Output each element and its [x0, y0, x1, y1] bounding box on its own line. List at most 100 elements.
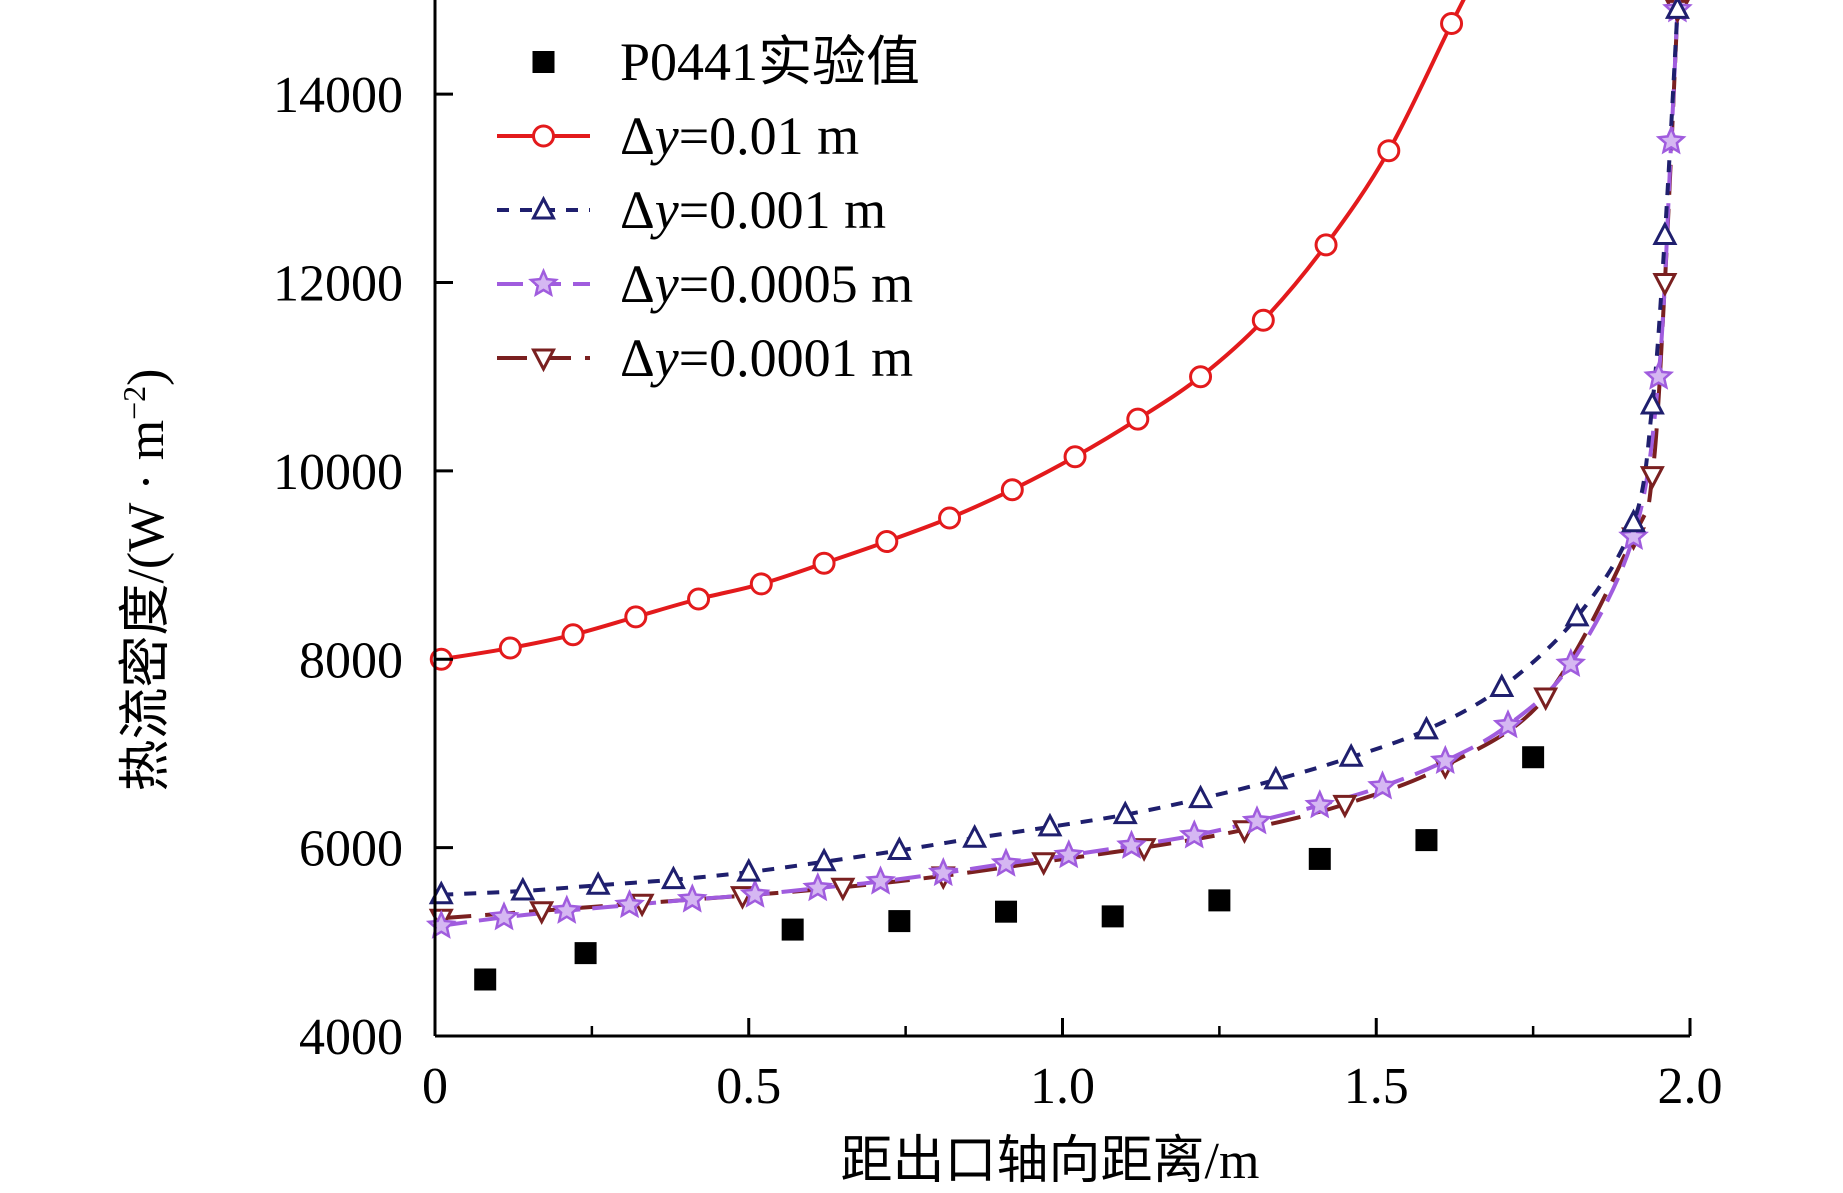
- series-3-point: [1332, 794, 1358, 819]
- series-0-point: [498, 636, 522, 660]
- series-1-point: [1664, 0, 1690, 19]
- x-tick-label: 2.0: [1658, 1058, 1723, 1115]
- y-axis-title-text: 热流密度/(W · m: [118, 420, 175, 792]
- series-3-point: [1533, 687, 1559, 712]
- series-0-point: [875, 530, 899, 554]
- series-0-point: [687, 587, 711, 611]
- series-1-point: [585, 871, 611, 895]
- series-2-point: [1241, 805, 1273, 835]
- x-tick-label: 1.5: [1344, 1058, 1409, 1115]
- legend-marker-3: [531, 348, 556, 373]
- series-2-point: [1429, 744, 1461, 775]
- series-1-point: [1263, 765, 1289, 790]
- experiment-point: [1522, 746, 1545, 769]
- series-2-point: [802, 871, 834, 902]
- series-3-point: [529, 901, 555, 925]
- experiment-point: [1208, 889, 1231, 912]
- series-2-point: [1655, 125, 1687, 155]
- series-2-point: [739, 878, 771, 908]
- legend-label-1: Δy=0.001 m: [620, 180, 886, 240]
- series-2-point: [1492, 709, 1524, 739]
- experiment-point: [1101, 905, 1124, 928]
- axis-ticks: 0 0.5 1.0 1.5 2.0 4000 6000 8000 10000 12000 14000: [273, 67, 1723, 1115]
- series-2-point: [676, 883, 708, 913]
- series-1-point: [1652, 221, 1678, 245]
- y-tick-label: 6000: [299, 821, 403, 878]
- series-1-point: [1112, 800, 1138, 825]
- series-2-point: [990, 847, 1022, 877]
- series-2-point: [488, 901, 520, 931]
- legend-label-2: Δy=0.0005 m: [620, 254, 913, 314]
- series-0-point: [1440, 12, 1464, 36]
- series-1-point: [886, 836, 912, 860]
- series-0-point: [1377, 139, 1401, 163]
- series-3-point: [1652, 273, 1678, 297]
- series-0-point: [1000, 478, 1024, 502]
- experiment-point: [995, 900, 1018, 923]
- series-3-point: [1639, 466, 1665, 490]
- series-line-1: [441, 9, 1680, 897]
- experiment-point: [781, 918, 804, 941]
- series-1-point: [1037, 812, 1063, 837]
- series-1-point: [1564, 602, 1590, 627]
- series-1-point: [811, 847, 837, 872]
- series-0-point: [749, 572, 773, 596]
- series-2-point: [614, 888, 645, 919]
- series-0-point: [1314, 233, 1338, 257]
- experiment-point: [1308, 847, 1331, 870]
- series-line-2: [441, 9, 1680, 928]
- y-axis-title: 热流密度/(W · m−2): [116, 368, 175, 791]
- legend-label-3: Δy=0.0001 m: [620, 328, 913, 388]
- legend-marker-2: [528, 267, 559, 298]
- legend-label-0: Δy=0.01 m: [620, 106, 859, 166]
- series-1-point: [1188, 784, 1214, 809]
- y-tick-label: 4000: [299, 1009, 403, 1066]
- series-3-point: [830, 877, 856, 902]
- series-0-point: [1189, 365, 1213, 389]
- series-1-point: [1338, 743, 1364, 767]
- series-3-point: [1031, 852, 1057, 876]
- series-2-point: [1053, 839, 1085, 869]
- series-1-point: [660, 865, 686, 890]
- series-2-point: [1555, 647, 1587, 678]
- legend-experiment-label: P0441实验值: [620, 32, 920, 92]
- series-2-point: [1304, 789, 1336, 819]
- series-2-point: [1643, 360, 1675, 390]
- series-0-point: [1126, 407, 1150, 431]
- plot-series-markers: [425, 0, 1693, 991]
- series-1-point: [962, 823, 988, 848]
- series-1-point: [1639, 390, 1665, 415]
- experiment-point: [574, 942, 597, 965]
- y-axis-title-superscript: −2: [116, 386, 152, 420]
- x-axis-title: 距出口轴向距离/m: [841, 1133, 1260, 1190]
- experiment-point: [1415, 829, 1438, 852]
- legend-experiment-marker: [532, 51, 555, 73]
- series-1-point: [1621, 508, 1647, 533]
- x-tick-label: 1.0: [1030, 1058, 1095, 1115]
- series-2-point: [1116, 829, 1147, 859]
- x-tick-label: 0: [422, 1058, 448, 1115]
- y-tick-label: 10000: [273, 444, 403, 501]
- x-tick-label: 0.5: [716, 1058, 781, 1115]
- series-1-point: [1489, 673, 1515, 698]
- series-2-point: [1178, 819, 1210, 849]
- experiment-point: [474, 968, 497, 991]
- series-2-point: [865, 865, 896, 895]
- series-2-point: [551, 894, 583, 924]
- y-tick-label: 14000: [273, 67, 403, 124]
- series-0-point: [1251, 308, 1275, 332]
- y-tick-label: 8000: [299, 632, 403, 689]
- series-1-point: [736, 857, 762, 882]
- series-2-point: [1367, 770, 1398, 800]
- y-axis-title-close: ): [118, 368, 175, 385]
- series-2-point: [927, 856, 959, 887]
- series-2-point: [1618, 520, 1649, 550]
- series-0-point: [561, 623, 585, 647]
- series-0-point: [812, 551, 836, 575]
- legend-marker-0: [532, 124, 555, 148]
- legend-marker-1: [531, 195, 556, 220]
- series-1-point: [510, 876, 536, 901]
- series-0-point: [1063, 445, 1087, 469]
- series-line-0: [440, 0, 1466, 662]
